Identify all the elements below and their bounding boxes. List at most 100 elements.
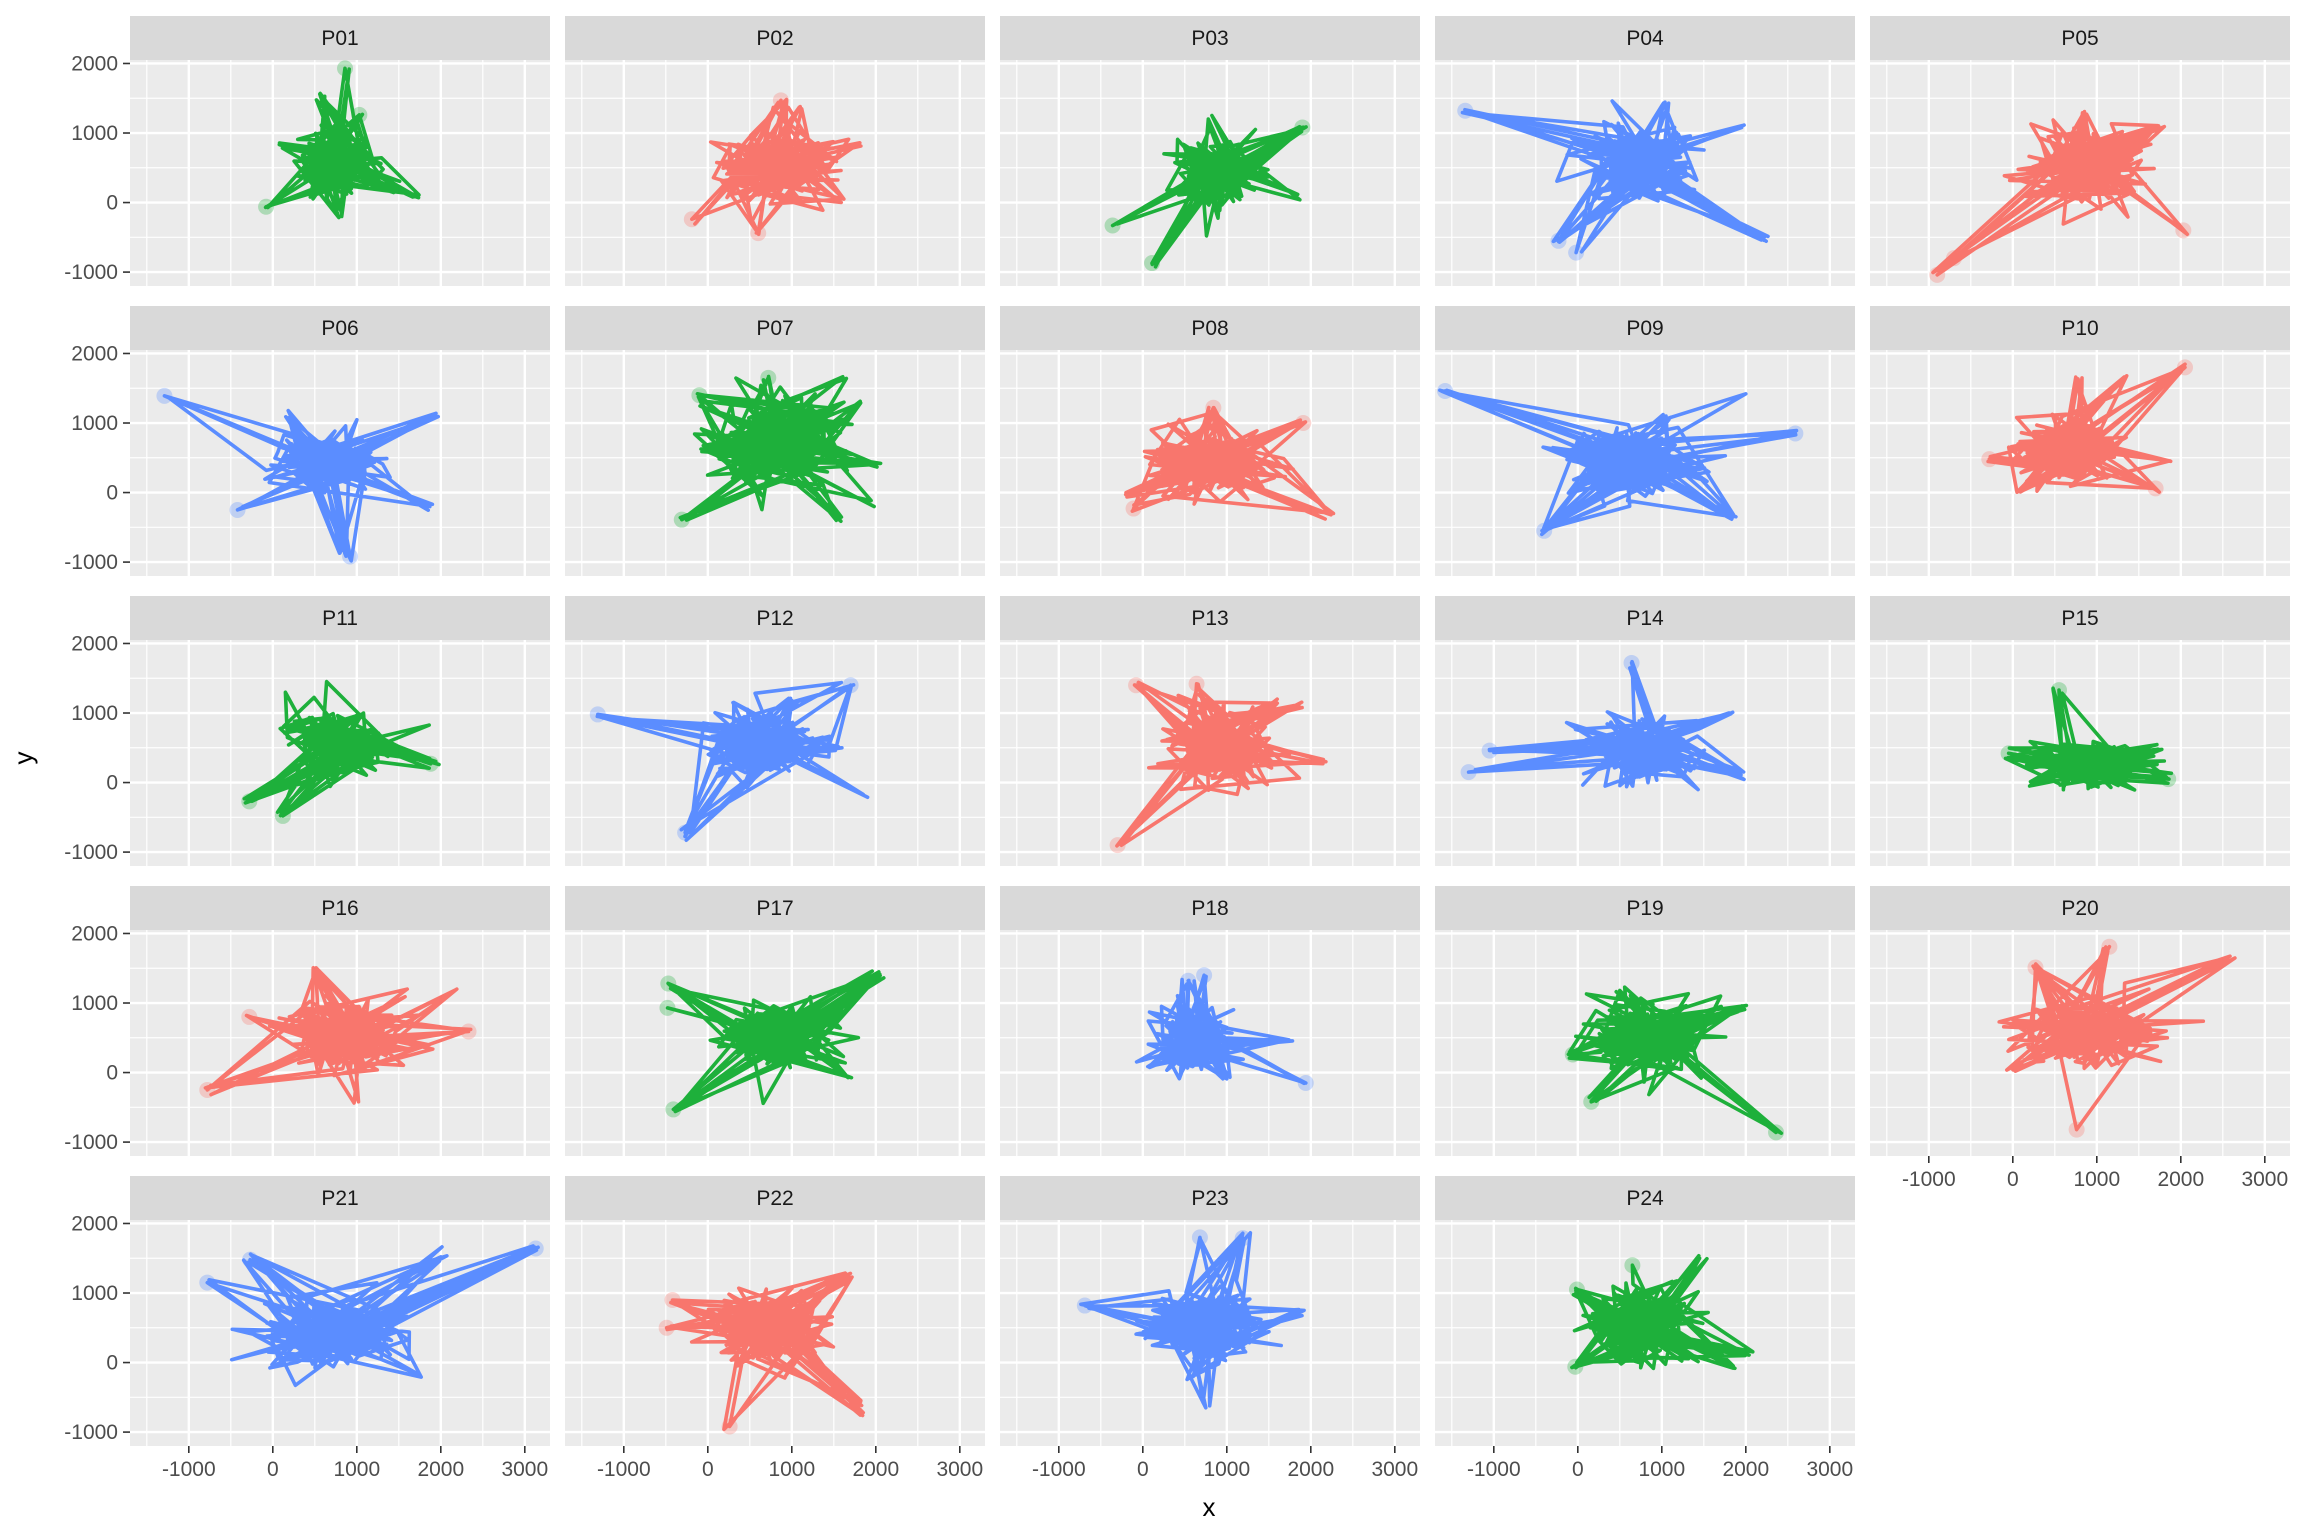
series-trace <box>1981 359 2193 497</box>
fixation-point <box>691 387 708 404</box>
series-trace <box>683 92 863 242</box>
fixation-point <box>589 706 606 723</box>
facet-strip <box>1870 886 2290 930</box>
facet-strip-label: P14 <box>1626 607 1664 630</box>
facet-panel-p18: P18 <box>1000 886 1420 1156</box>
y-tick-label: 0 <box>106 1062 118 1085</box>
series-trace <box>1134 967 1314 1091</box>
fixation-point <box>2051 682 2067 699</box>
fixation-point <box>721 1418 738 1435</box>
trace-line <box>664 1271 865 1432</box>
fixation-point <box>1205 399 1222 416</box>
trace-line <box>1566 985 1784 1135</box>
fixation-point <box>1128 677 1145 694</box>
y-tick-label: 2000 <box>71 632 118 655</box>
fixation-point <box>422 755 439 772</box>
facet-strip <box>1000 306 1420 350</box>
series-trace <box>258 60 421 220</box>
series-trace <box>1076 1229 1306 1410</box>
facet-strip-label: P02 <box>756 27 793 50</box>
trace-line <box>1110 113 1308 269</box>
fixation-point <box>1294 119 1311 136</box>
fixation-point <box>274 807 291 824</box>
series-trace <box>1437 383 1804 539</box>
x-tick-label: 2000 <box>1287 1458 1334 1481</box>
trace-line <box>1997 944 2237 1132</box>
facet-panel-p11: P11 -1000 0 1000 2000 <box>64 596 550 866</box>
facet-strip-label: P24 <box>1626 1187 1664 1210</box>
fixation-point <box>351 106 368 123</box>
y-tick-label: 2000 <box>71 1212 118 1235</box>
facet-strip <box>565 596 985 640</box>
facet-strip <box>130 596 550 640</box>
y-tick-label: 2000 <box>71 342 118 365</box>
fixation-point <box>1624 1257 1641 1274</box>
facet-panel-p05: P05 <box>1870 16 2290 286</box>
fixation-point <box>658 1319 675 1336</box>
fixation-point <box>1144 255 1161 272</box>
fixation-point <box>2147 480 2164 497</box>
series-trace <box>658 1271 865 1435</box>
facet-strip-label: P04 <box>1626 27 1664 50</box>
fixation-point <box>1946 250 1962 267</box>
trace-line <box>242 679 441 818</box>
fixation-point <box>750 225 767 242</box>
facet-strip <box>1000 1176 1420 1220</box>
y-tick-label: 2000 <box>71 52 118 75</box>
y-tick-label: 0 <box>106 772 118 795</box>
series-trace <box>1997 938 2237 1138</box>
fixation-point <box>660 975 677 992</box>
x-tick-label: 3000 <box>1806 1458 1853 1481</box>
series-trace <box>589 677 870 842</box>
facet-strip-label: P16 <box>321 897 358 920</box>
y-tick-label: 1000 <box>71 702 118 725</box>
fixation-point <box>665 1101 682 1118</box>
facet-strip <box>565 306 985 350</box>
facet-panel-p21: P21 -1000 0 1000 2000 -1000 0 1000 2000 3000 <box>64 1176 550 1481</box>
facet-strip-label: P10 <box>2061 317 2098 340</box>
facet-panel-p03: P03 <box>1000 16 1420 286</box>
facet-strip <box>565 16 985 60</box>
x-tick-label: 0 <box>702 1458 714 1481</box>
facet-strip <box>1435 1176 1855 1220</box>
fixation-point <box>1076 1297 1093 1314</box>
facet-panels: P01 -1000 0 1000 2000 P02 P03 P04 P05 P06 -1000 0 10… <box>64 16 2290 1481</box>
facet-panel-p24: P24 -1000 0 1000 2000 3000 <box>1435 1176 1855 1481</box>
trace-line <box>1134 973 1308 1086</box>
x-tick-label: 2000 <box>417 1458 464 1481</box>
series-trace <box>659 969 886 1118</box>
y-tick-label: 0 <box>106 482 118 505</box>
trace-line <box>1115 680 1328 848</box>
fixation-point <box>683 211 700 228</box>
facet-strip <box>1000 886 1420 930</box>
trace-line <box>205 1244 540 1388</box>
facet-panel-p19: P19 <box>1435 886 1855 1156</box>
trace-line <box>1438 388 1799 537</box>
fixation-point <box>1567 1358 1584 1375</box>
fixation-point <box>1536 522 1553 539</box>
fixation-point <box>1437 383 1454 400</box>
fixation-point <box>1583 1093 1600 1110</box>
facet-strip-label: P18 <box>1191 897 1228 920</box>
series-trace <box>156 387 440 565</box>
x-tick-label: 0 <box>1572 1458 1584 1481</box>
y-tick-label: -1000 <box>64 1131 118 1154</box>
facet-strip <box>130 886 550 930</box>
facet-panel-p07: P07 <box>565 306 985 576</box>
fixation-point <box>1568 1281 1585 1298</box>
fixation-point <box>241 793 258 810</box>
facet-strip-label: P21 <box>321 1187 358 1210</box>
fixation-point <box>1929 266 1946 283</box>
fixation-point <box>156 387 173 404</box>
x-tick-label: 1000 <box>768 1458 815 1481</box>
facet-strip-label: P15 <box>2061 607 2098 630</box>
x-tick-label: 1000 <box>1203 1458 1250 1481</box>
fixation-point <box>2027 959 2044 976</box>
fixation-point <box>1564 1046 1581 1063</box>
fixation-point <box>2000 745 2017 762</box>
x-tick-label: -1000 <box>1032 1458 1086 1481</box>
fixation-point <box>2068 1121 2085 1138</box>
y-tick-label: 0 <box>106 192 118 215</box>
x-axis-title: x <box>1203 1492 1216 1522</box>
facet-strip <box>1435 306 1855 350</box>
